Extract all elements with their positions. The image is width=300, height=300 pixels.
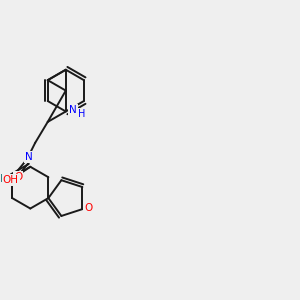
Text: O: O xyxy=(14,172,22,182)
Text: O: O xyxy=(84,202,92,212)
Text: OH: OH xyxy=(3,175,19,185)
Text: N: N xyxy=(25,152,32,162)
Text: H: H xyxy=(77,109,85,119)
Text: H: H xyxy=(0,174,8,184)
Text: N: N xyxy=(69,105,77,115)
